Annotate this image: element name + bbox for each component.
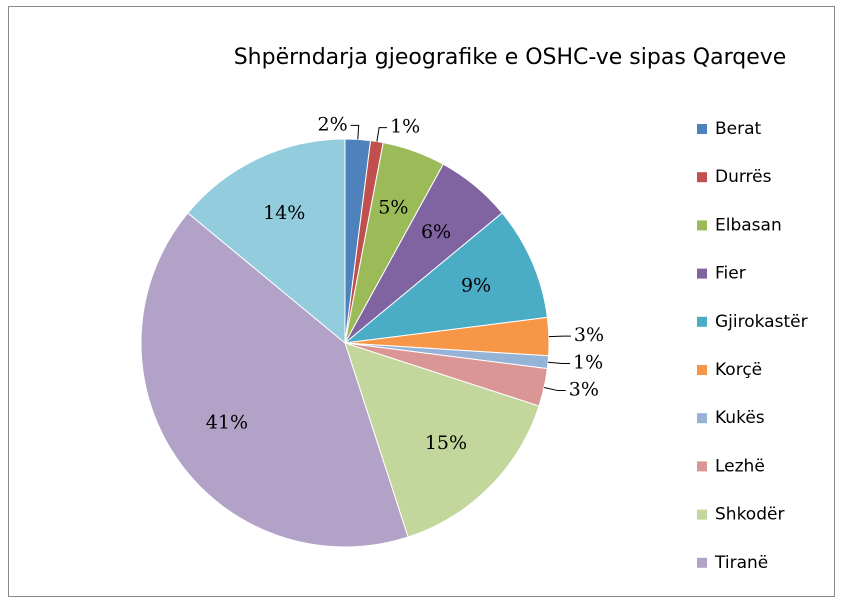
legend-label: Durrës [715, 167, 772, 187]
legend-swatch [697, 557, 707, 568]
legend-swatch [697, 316, 707, 327]
leader-line [350, 124, 360, 140]
legend-label: Fier [715, 264, 746, 284]
legend-swatch [697, 461, 707, 472]
data-label: 3% [574, 324, 604, 346]
data-label: 9% [461, 274, 491, 296]
data-label: 1% [390, 116, 420, 138]
leader-line [548, 361, 571, 365]
data-label: 6% [421, 221, 451, 243]
data-label: 5% [378, 197, 408, 219]
data-label: 1% [573, 352, 603, 374]
data-label: 41% [206, 411, 248, 433]
leader-line [543, 387, 566, 392]
legend-swatch [697, 220, 707, 231]
legend-label: Shkodër [715, 505, 784, 525]
legend-label: Korçë [715, 360, 762, 380]
pie-slice [140, 212, 409, 548]
legend-swatch [697, 124, 707, 134]
legend-label: Tiranë [714, 553, 768, 573]
legend-label: Berat [715, 119, 762, 139]
legend-swatch [697, 268, 707, 279]
legend-label: Lezhë [715, 456, 765, 476]
pie-slice [343, 212, 548, 344]
legend-label: Gjirokastër [715, 312, 808, 332]
legend-swatch [697, 509, 707, 520]
data-label: 3% [569, 379, 599, 401]
legend-swatch [697, 172, 707, 183]
pie-slice [187, 138, 346, 345]
legend-swatch [697, 413, 707, 424]
data-label: 14% [263, 202, 305, 224]
data-label: 2% [318, 113, 348, 135]
legend-label: Kukës [715, 408, 765, 428]
data-label: 15% [425, 432, 467, 454]
chart-title: Shpërndarja gjeografike e OSHC-ve sipas … [234, 45, 787, 70]
pie-slice [344, 342, 540, 538]
legend-label: Elbasan [715, 215, 782, 235]
leader-line [376, 127, 388, 142]
legend-swatch [697, 365, 707, 375]
